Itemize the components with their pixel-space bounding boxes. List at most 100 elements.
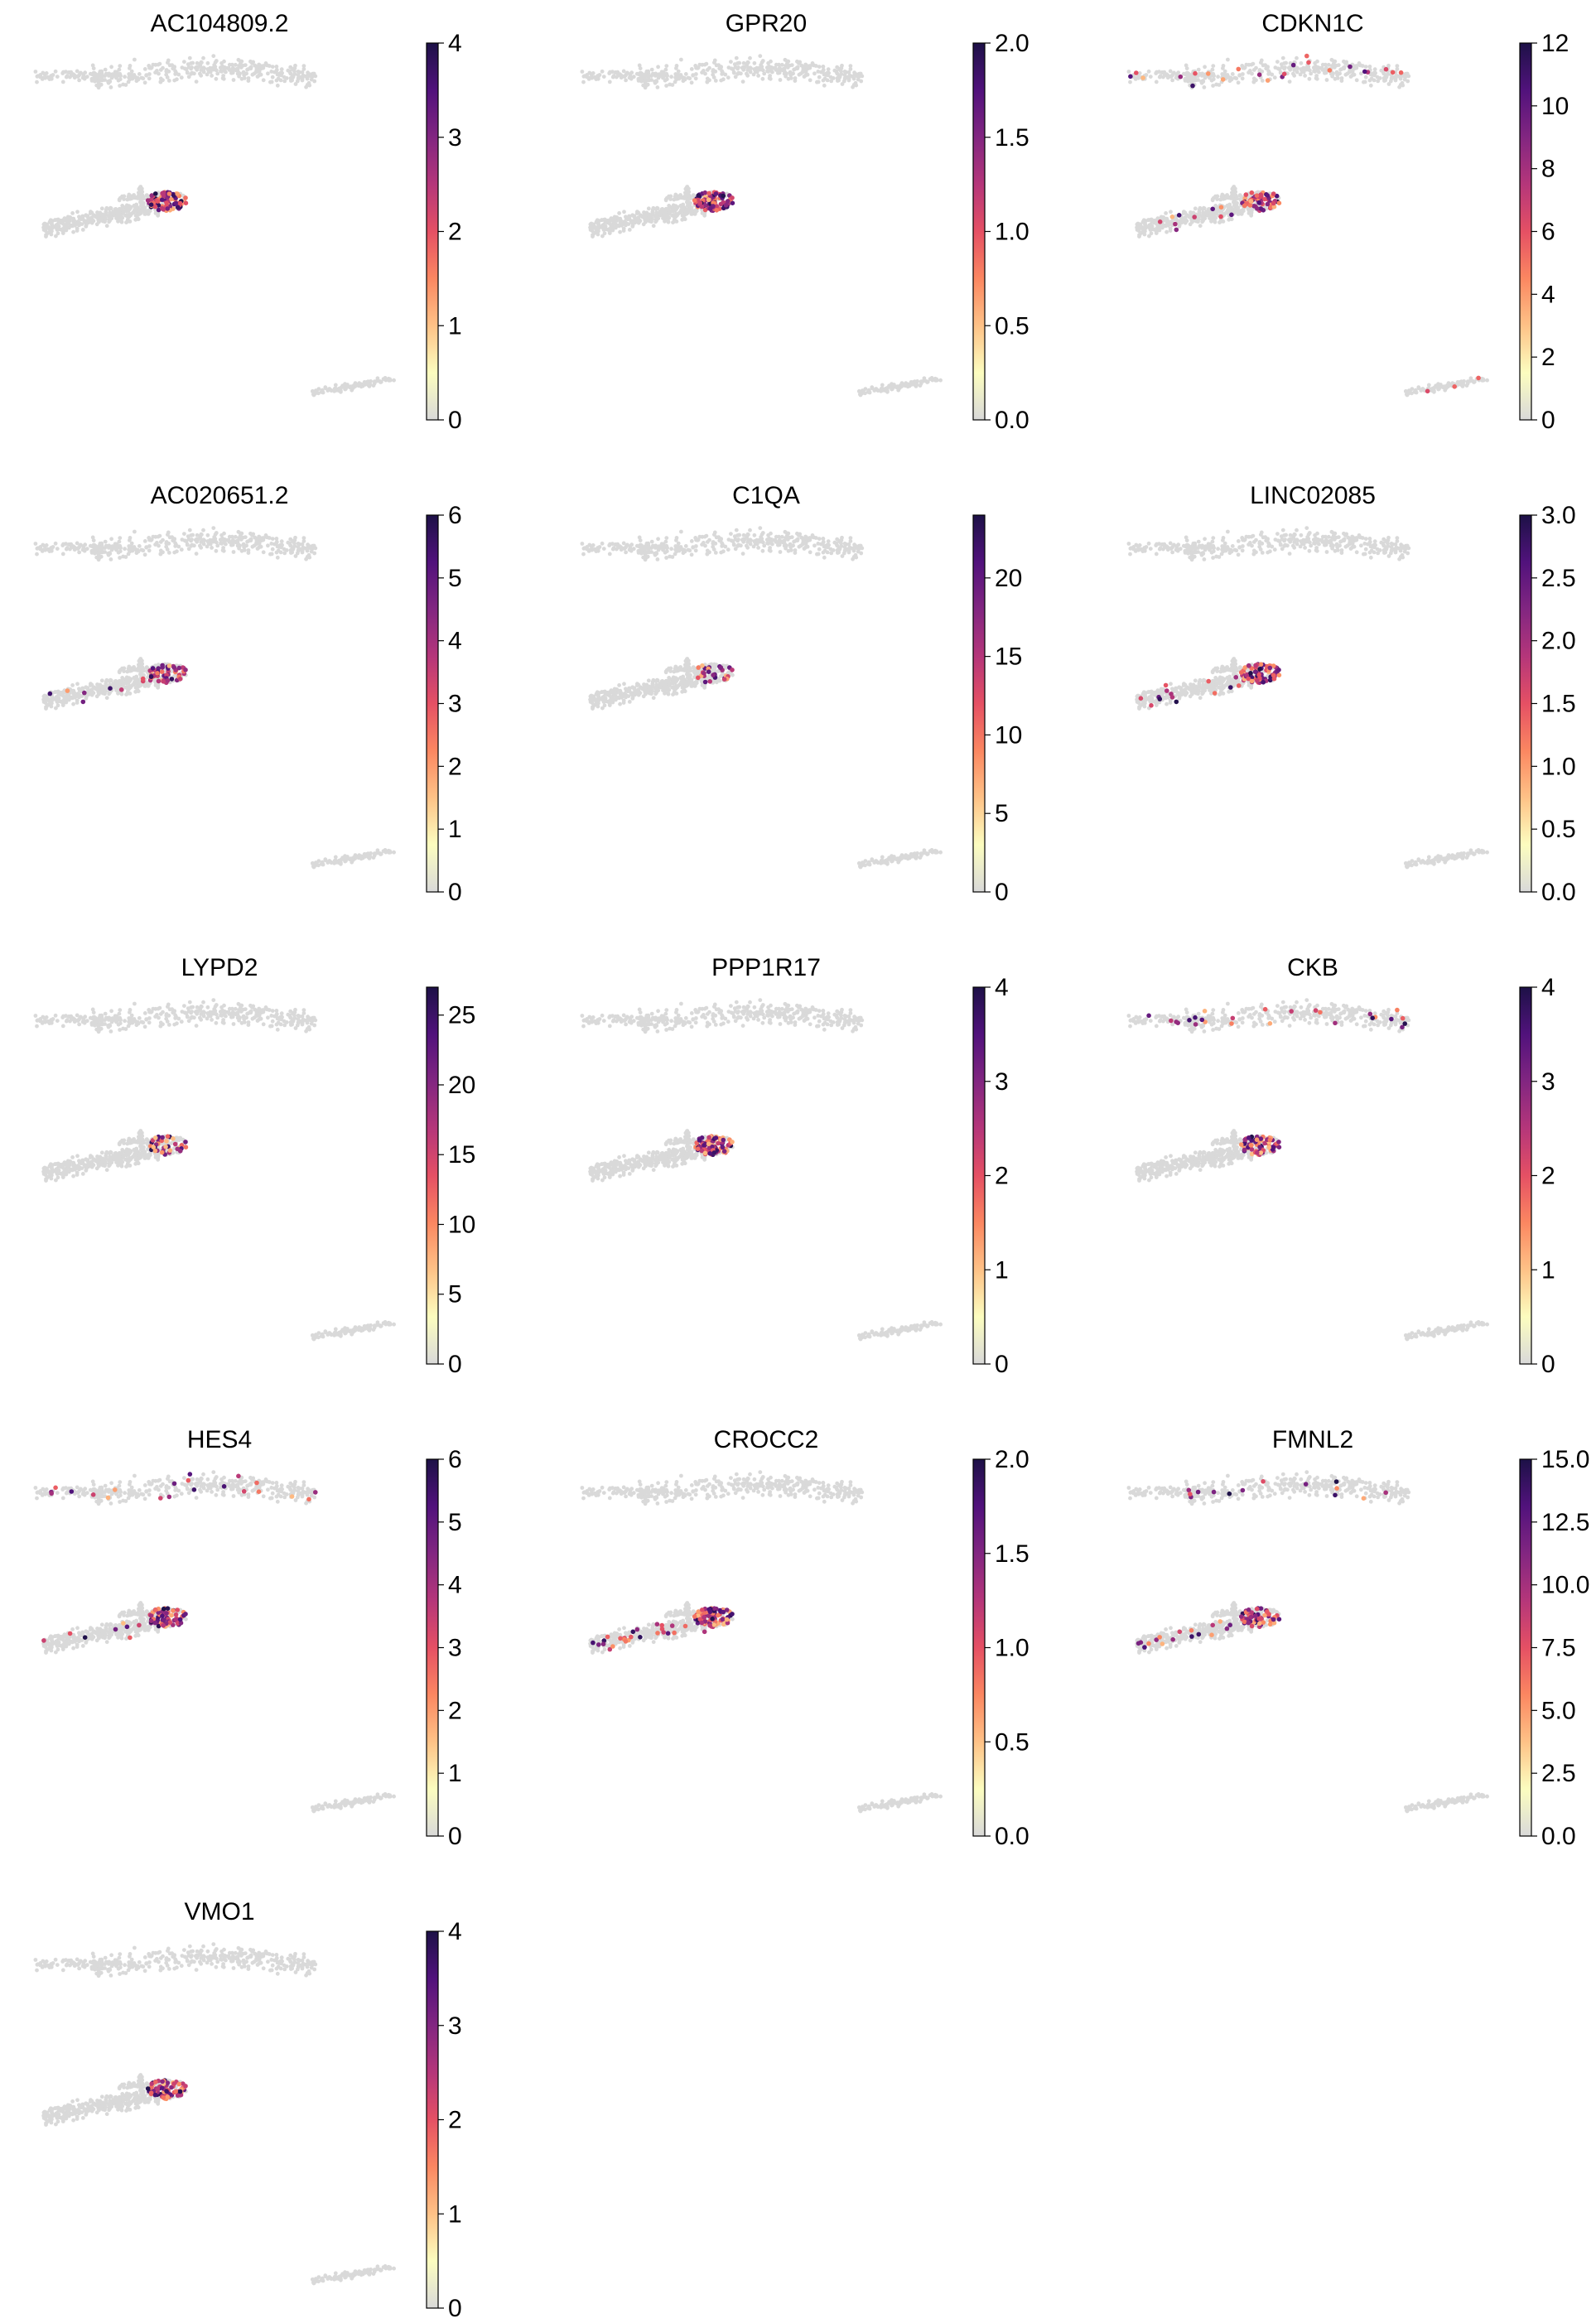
cell-point (647, 550, 651, 555)
cell-point (760, 531, 765, 535)
cell-point (1210, 67, 1215, 72)
cell-point (914, 382, 919, 387)
cell-point (350, 860, 354, 865)
cell-point (745, 535, 750, 539)
cell-point (176, 72, 181, 77)
expressing-cell-point (1383, 66, 1389, 72)
cell-point (61, 542, 65, 547)
cell-point (205, 60, 210, 65)
cell-point (774, 68, 779, 72)
cell-point (323, 858, 328, 863)
cell-point (870, 386, 875, 391)
colorbar-tick-label: 0 (448, 879, 462, 906)
cell-point (1206, 207, 1211, 212)
cell-point (1183, 219, 1187, 224)
cell-point (75, 701, 80, 705)
cell-point (606, 691, 610, 696)
colorbar-tick-label: 1.0 (995, 219, 1029, 246)
cell-point (1186, 214, 1190, 218)
cell-point (1287, 80, 1292, 84)
cell-point (55, 75, 60, 79)
cell-point (43, 224, 47, 229)
cell-point (1148, 75, 1153, 79)
cell-point (683, 681, 688, 686)
cell-point (734, 528, 739, 533)
expressing-cell-point (696, 193, 701, 198)
cell-point (655, 557, 660, 561)
cell-point (630, 224, 635, 229)
cell-point (1128, 80, 1132, 84)
cell-point (631, 75, 636, 80)
cell-point (186, 75, 191, 80)
cell-point (296, 542, 301, 546)
cell-point (127, 544, 132, 548)
cell-point (762, 71, 767, 76)
cell-point (43, 696, 47, 701)
cell-point (137, 663, 141, 668)
cell-point (187, 55, 192, 60)
cell-point (205, 533, 210, 537)
cell-point (595, 229, 600, 234)
cell-point (1216, 75, 1220, 80)
colorbar-tick-label: 2 (448, 753, 462, 780)
cell-point (348, 385, 352, 390)
cell-point (1464, 383, 1469, 388)
cell-point (239, 531, 244, 536)
colorbar-tick-label: 4 (1541, 281, 1555, 308)
cell-point (142, 552, 147, 557)
cell-point (659, 679, 664, 683)
cell-point (157, 61, 162, 66)
cell-point (368, 382, 373, 387)
cell-point (119, 219, 124, 224)
cell-point (673, 544, 678, 548)
cell-point (66, 222, 71, 226)
cell-point (788, 535, 792, 540)
cell-point (670, 83, 675, 87)
cell-point (119, 215, 124, 220)
cell-point (1150, 224, 1155, 229)
cell-point (651, 224, 656, 229)
cell-point (668, 205, 673, 210)
cell-point (254, 537, 259, 542)
cell-point (141, 196, 146, 201)
cell-point (797, 544, 802, 549)
cell-point (608, 542, 612, 547)
cell-point (653, 552, 658, 557)
cell-point (1472, 380, 1476, 384)
cell-point (1414, 390, 1419, 395)
cell-point (704, 533, 709, 538)
cell-point (655, 212, 659, 217)
cell-point (607, 552, 612, 557)
cell-point (821, 65, 826, 69)
cell-point (636, 692, 640, 696)
expressing-cell-point (1134, 70, 1139, 75)
cell-point (1214, 205, 1219, 210)
cell-point (624, 544, 629, 549)
cell-point (179, 75, 184, 80)
cell-point (590, 224, 594, 229)
colorbar-tick-label: 4 (448, 30, 462, 57)
cell-point (301, 536, 306, 540)
cell-point (627, 214, 632, 219)
cell-point (607, 80, 612, 84)
cell-point (1198, 224, 1203, 229)
cell-point (1182, 210, 1186, 214)
cell-point (1219, 195, 1224, 199)
cell-point (659, 542, 664, 547)
cell-point (219, 70, 224, 74)
cell-point (679, 57, 683, 62)
cell-point (636, 549, 641, 553)
cell-point (635, 682, 639, 687)
cell-point (1198, 205, 1203, 210)
cell-point (57, 227, 62, 232)
cell-point (241, 535, 245, 540)
cell-point (381, 377, 386, 381)
cell-point (72, 691, 77, 695)
cell-point (91, 66, 96, 70)
cell-point (124, 692, 128, 696)
cell-point (343, 382, 347, 387)
colorbar (972, 42, 986, 421)
cell-point (77, 72, 82, 77)
cell-point (118, 536, 123, 540)
